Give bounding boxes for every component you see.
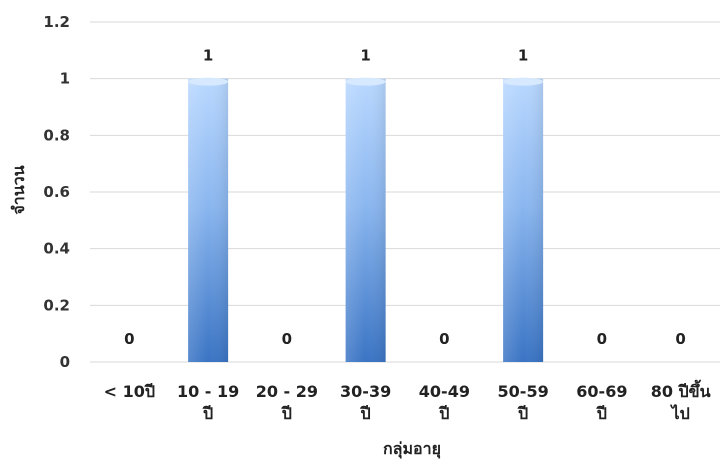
x-tick-label-line: ปี <box>202 404 214 423</box>
data-label: 0 <box>675 330 685 348</box>
bar-cap <box>345 77 386 86</box>
x-tick-label-line: 60-69 <box>576 382 627 401</box>
y-tick-label: 0 <box>60 353 70 371</box>
x-axis-categories: < 10ปี 10 - 19 ปี20 - 29 ปี30-39 ปี40-49 ปี50… <box>104 379 711 423</box>
data-label: 0 <box>597 330 607 348</box>
x-tick-label-line: 40-49 <box>419 382 470 401</box>
x-tick-label: 40-49 ปี <box>419 382 470 423</box>
x-tick-label-line: 20 - 29 <box>256 382 318 401</box>
x-tick-label-line: 30-39 <box>340 382 391 401</box>
y-tick-label: 0.2 <box>43 296 70 314</box>
bars <box>188 77 544 363</box>
x-tick-label-line: 50-59 <box>498 382 549 401</box>
data-label: 1 <box>360 47 370 65</box>
bar-shine <box>345 78 386 363</box>
x-tick-label-line: ปี <box>359 404 371 423</box>
x-tick-label-line: ปี <box>280 404 292 423</box>
gridlines <box>90 21 720 363</box>
x-axis-title: กลุ่มอายุ <box>383 439 441 459</box>
data-label: 0 <box>282 330 292 348</box>
x-tick-label-line: ปี <box>595 404 607 423</box>
y-tick-label: 0.8 <box>43 126 70 144</box>
x-tick-label-line: ปี <box>438 404 450 423</box>
x-tick-label-line: 10 - 19 <box>177 382 239 401</box>
x-tick-label-line: < 10ปี <box>104 382 155 401</box>
data-label: 0 <box>124 330 134 348</box>
y-tick-label: 0.6 <box>43 183 70 201</box>
x-tick-label-line: ปี <box>517 404 529 423</box>
y-axis-ticks: 0 0.2 0.4 0.6 0.8 1 1.2 <box>43 13 70 371</box>
x-tick-label: 20 - 29 ปี <box>256 382 318 423</box>
x-tick-label: 50-59 ปี <box>498 382 549 423</box>
bar-shine <box>188 78 229 363</box>
x-tick-label: 30-39 ปี <box>340 382 391 423</box>
bar-shine <box>503 78 544 363</box>
data-label: 1 <box>518 47 528 65</box>
bar <box>503 77 544 363</box>
data-label: 1 <box>203 47 213 65</box>
bar <box>345 77 386 363</box>
x-tick-label: < 10ปี <box>104 382 155 401</box>
x-tick-label: 60-69 ปี <box>576 382 627 423</box>
y-tick-label: 1.2 <box>43 13 70 31</box>
data-label: 0 <box>439 330 449 348</box>
y-tick-label: 0.4 <box>43 240 70 258</box>
bar <box>188 77 229 363</box>
bar-cap <box>188 77 229 86</box>
y-axis-title: จำนวน <box>9 165 28 214</box>
y-tick-label: 1 <box>60 70 70 88</box>
x-tick-label: 10 - 19 ปี <box>177 382 239 423</box>
x-tick-label: 80 ปีขึ้นไป <box>651 379 711 423</box>
data-labels: 0 1 0 1 0 1 0 0 <box>124 47 686 348</box>
x-tick-label-line: ไป <box>670 404 690 423</box>
x-tick-label-line: 80 ปีขึ้น <box>651 379 711 401</box>
bar-cap <box>503 77 544 86</box>
